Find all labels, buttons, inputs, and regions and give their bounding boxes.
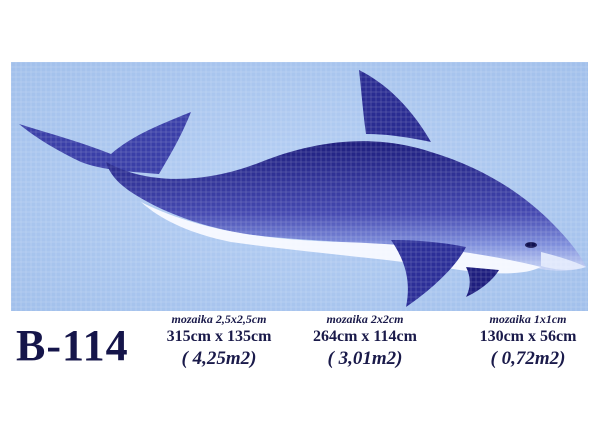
variant-2cm: mozaika 2x2cm 264cm x 114cm ( 3,01m2) — [300, 311, 430, 371]
variant-area: ( 3,01m2) — [327, 348, 403, 369]
variant-size-name: mozaika 1x1cm — [489, 312, 567, 326]
variant-dimensions: 315cm x 135cm — [166, 328, 272, 345]
variant-area: ( 0,72m2) — [490, 348, 566, 369]
variant-dimensions: 264cm x 114cm — [313, 328, 417, 345]
variant-1cm: mozaika 1x1cm 130cm x 56cm ( 0,72m2) — [468, 311, 588, 371]
variant-size-name: mozaika 2x2cm — [326, 312, 404, 326]
variant-dimensions: 130cm x 56cm — [479, 328, 577, 345]
product-code: B-114 — [16, 321, 129, 370]
mosaic-tile-grid — [11, 62, 588, 311]
variant-size-name: mozaika 2,5x2,5cm — [171, 312, 267, 326]
variant-area: ( 4,25m2) — [181, 348, 257, 369]
variant-2-5cm: mozaika 2,5x2,5cm 315cm x 135cm ( 4,25m2… — [158, 311, 280, 371]
dolphin-mosaic-image — [11, 62, 588, 311]
